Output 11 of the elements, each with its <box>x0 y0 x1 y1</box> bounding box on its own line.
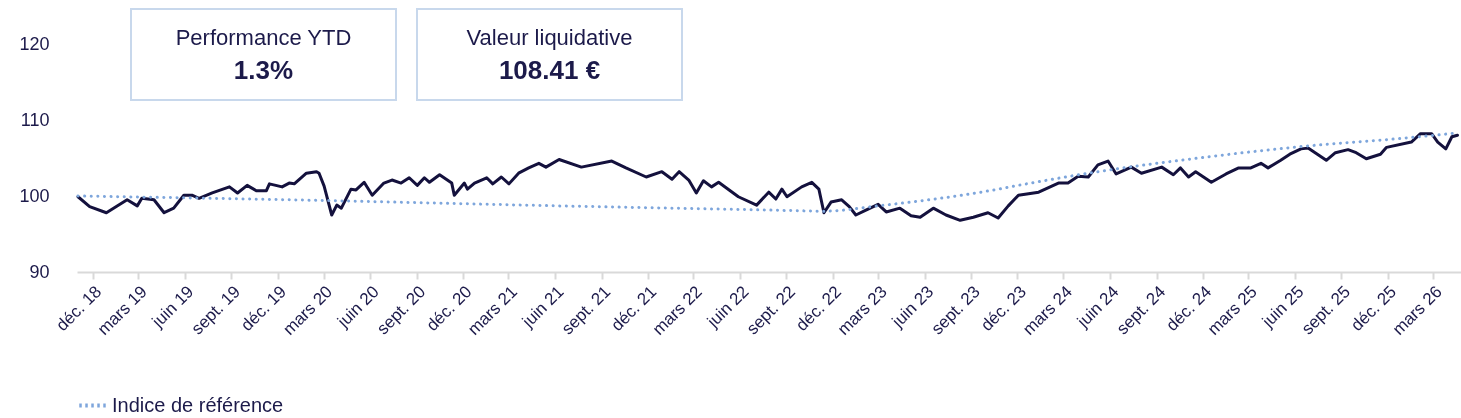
annotation: 108.41 € <box>497 55 602 86</box>
annotation: 1.3% <box>232 55 295 86</box>
annotation: Performance YTD <box>174 25 353 51</box>
text-card: Performance YTD 1.3% <box>130 8 397 101</box>
annotation: Valeur liquidative <box>465 25 634 51</box>
y-tick-label: 90 <box>29 261 50 282</box>
text-card: Valeur liquidative 108.41 € <box>416 8 683 101</box>
legend-label: Indice de référence <box>112 393 284 416</box>
y-tick-label: 100 <box>19 185 50 206</box>
y-tick-label: 120 <box>19 33 50 54</box>
y-tick-label: 110 <box>20 109 50 130</box>
